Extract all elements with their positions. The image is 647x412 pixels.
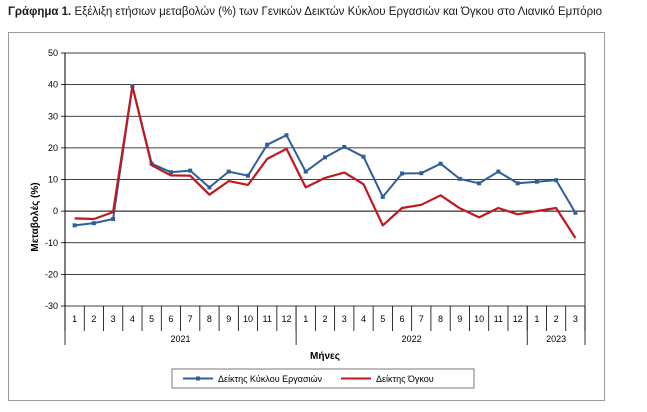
x-tick-label: 10: [474, 314, 484, 324]
x-tick-label: 1: [534, 314, 539, 324]
series-marker: [91, 221, 96, 226]
y-axis-title: Μεταβολές (%): [30, 182, 41, 251]
legend: Δείκτης Κύκλου Εργασιών Δείκτης Όγκου: [171, 368, 475, 389]
x-tick-label: 12: [513, 314, 523, 324]
year-label: 2022: [402, 334, 422, 344]
series-marker: [226, 169, 231, 174]
x-tick-label: 8: [207, 314, 212, 324]
year-label: 2023: [546, 334, 566, 344]
caption-label: Γράφημα 1.: [8, 6, 72, 18]
series-marker: [188, 168, 193, 173]
x-axis-title: Μήνες: [310, 351, 340, 362]
x-tick-label: 3: [111, 314, 116, 324]
x-tick-label: 3: [342, 314, 347, 324]
x-tick-label: 12: [281, 314, 291, 324]
x-tick-label: 11: [263, 314, 272, 324]
series-marker: [573, 210, 578, 215]
y-tick-label: 50: [48, 48, 58, 58]
x-tick-label: 1: [303, 314, 308, 324]
legend-box: [171, 368, 475, 389]
series-line: [74, 85, 577, 239]
series-marker: [72, 223, 77, 228]
y-tick-label: 20: [48, 143, 58, 153]
series-marker: [207, 185, 212, 190]
x-tick-label: 5: [149, 314, 154, 324]
x-tick-label: 6: [168, 314, 173, 324]
x-tick-label: 4: [130, 314, 135, 324]
x-tick-label: 6: [400, 314, 405, 324]
x-tick-label: 9: [226, 314, 231, 324]
series-marker: [400, 171, 405, 176]
x-tick-label: 2: [91, 314, 96, 324]
x-tick-label: 3: [573, 314, 578, 324]
y-tick-label: 30: [48, 111, 58, 121]
y-tick-label: 0: [53, 206, 58, 216]
series-marker: [342, 144, 347, 149]
x-tick-label: 1: [72, 314, 77, 324]
x-tick-label: 10: [243, 314, 253, 324]
chart-frame: [8, 32, 605, 401]
series-marker: [284, 133, 289, 138]
y-tick-label: 40: [48, 80, 58, 90]
x-tick-label: 5: [380, 314, 385, 324]
year-label: 2021: [171, 334, 191, 344]
series-marker: [554, 178, 559, 183]
series-marker: [438, 161, 443, 166]
y-tick-label: 10: [48, 175, 58, 185]
x-tick-label: 7: [419, 314, 424, 324]
series-marker: [534, 179, 539, 184]
series-marker: [477, 181, 482, 186]
caption-text: Εξέλιξη ετήσιων μεταβολών (%) των Γενικώ…: [74, 6, 603, 18]
y-tick-label: -30: [45, 301, 58, 311]
x-tick-label: 9: [457, 314, 462, 324]
x-tick-label: 7: [188, 314, 193, 324]
series-marker: [323, 155, 327, 160]
series-marker: [515, 181, 520, 186]
grid-lines: [61, 52, 586, 307]
series-marker: [303, 169, 308, 174]
series-marker: [168, 170, 173, 175]
series-marker: [419, 171, 424, 176]
x-tick-label: 8: [438, 314, 443, 324]
legend-marker: [196, 376, 200, 381]
y-tick-label: -10: [45, 238, 58, 248]
x-tick-label: 2: [322, 314, 327, 324]
series-marker: [111, 217, 116, 222]
series-marker: [265, 142, 270, 147]
x-tick-label: 11: [494, 314, 503, 324]
x-tick-label: 4: [361, 314, 366, 324]
series-layer: [72, 84, 578, 239]
legend-label: Δείκτης Κύκλου Εργασιών: [218, 374, 323, 384]
series-marker: [361, 154, 366, 159]
series-marker: [245, 173, 250, 178]
y-tick-label: -20: [45, 269, 58, 279]
legend-label: Δείκτης Όγκου: [376, 374, 434, 384]
y-tick-labels: -30 -20 -10 0 10 20 30 40 50: [45, 48, 58, 311]
series-marker: [496, 169, 501, 174]
x-tick-label: 2: [554, 314, 559, 324]
series-marker: [457, 176, 462, 181]
chart-caption: Γράφημα 1. Εξέλιξη ετήσιων μεταβολών (%)…: [8, 6, 602, 18]
series-marker: [380, 194, 385, 199]
